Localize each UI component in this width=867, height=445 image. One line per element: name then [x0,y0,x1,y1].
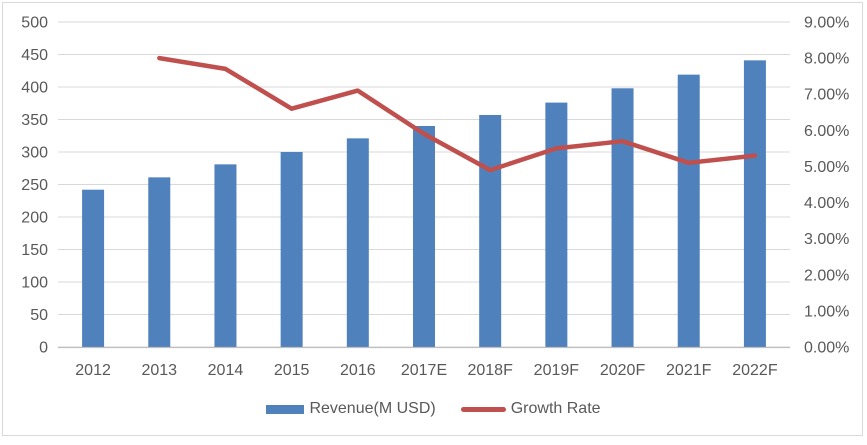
left-axis-tick: 50 [30,307,48,324]
growth-rate-line [157,55,758,173]
legend-item-revenue: Revenue(M USD) [266,400,436,418]
revenue-series-swatch [266,404,305,414]
left-axis-tick: 100 [21,275,48,292]
right-axis-tick: 5.00% [804,159,849,176]
revenue-bar-2018F [479,114,502,347]
x-axis-label-2022F: 2022F [732,362,778,379]
legend: Revenue(M USD) Growth Rate [0,400,867,418]
left-axis-tick: 400 [21,80,48,97]
right-axis-tick: 1.00% [804,303,849,320]
left-axis-tick: 350 [21,112,48,129]
right-axis-tick: 6.00% [804,123,849,140]
growth-legend-label: Growth Rate [510,400,601,417]
x-axis-label-2017E: 2017E [401,362,447,379]
left-axis-tick: 500 [21,15,48,32]
x-axis-label-2019F: 2019F [534,362,580,379]
left-axis-tick: 300 [21,145,48,162]
right-axis-tick: 4.00% [804,195,849,212]
revenue-bar-2021F [677,74,700,348]
right-axis-tick: 7.00% [804,87,849,104]
right-axis-tick: 3.00% [804,231,849,248]
x-axis-label-2015: 2015 [274,362,310,379]
left-axis-tick: 200 [21,210,48,227]
right-axis-tick: 9.00% [804,15,849,32]
revenue-bar-2012 [82,189,105,347]
revenue-legend-label: Revenue(M USD) [309,400,436,417]
left-axis-tick: 0 [39,340,48,357]
x-axis-label-2012: 2012 [75,362,111,379]
right-axis-tick: 8.00% [804,51,849,68]
growth-series-swatch [460,406,506,412]
revenue-bar-2019F [545,102,568,347]
x-axis-label-2018F: 2018F [467,362,513,379]
left-axis-tick: 450 [21,47,48,64]
revenue-bar-2015 [280,152,303,347]
left-axis-tick: 250 [21,177,48,194]
right-axis-tick: 0.00% [804,340,849,357]
revenue-bar-2014 [214,164,237,347]
right-axis-tick: 2.00% [804,267,849,284]
x-axis-label-2020F: 2020F [600,362,646,379]
revenue-bar-2017E [413,126,435,347]
x-axis-label-2013: 2013 [141,362,177,379]
revenue-bar-2016 [346,138,369,347]
revenue-bar-2022F [743,60,766,347]
left-axis-tick: 150 [21,242,48,259]
revenue-bar-2013 [148,177,171,347]
x-axis-label-2014: 2014 [208,362,244,379]
x-axis-label-2021F: 2021F [666,362,712,379]
x-axis-label-2016: 2016 [340,362,376,379]
legend-item-growth: Growth Rate [460,400,601,418]
revenue-bar-2020F [611,88,634,348]
